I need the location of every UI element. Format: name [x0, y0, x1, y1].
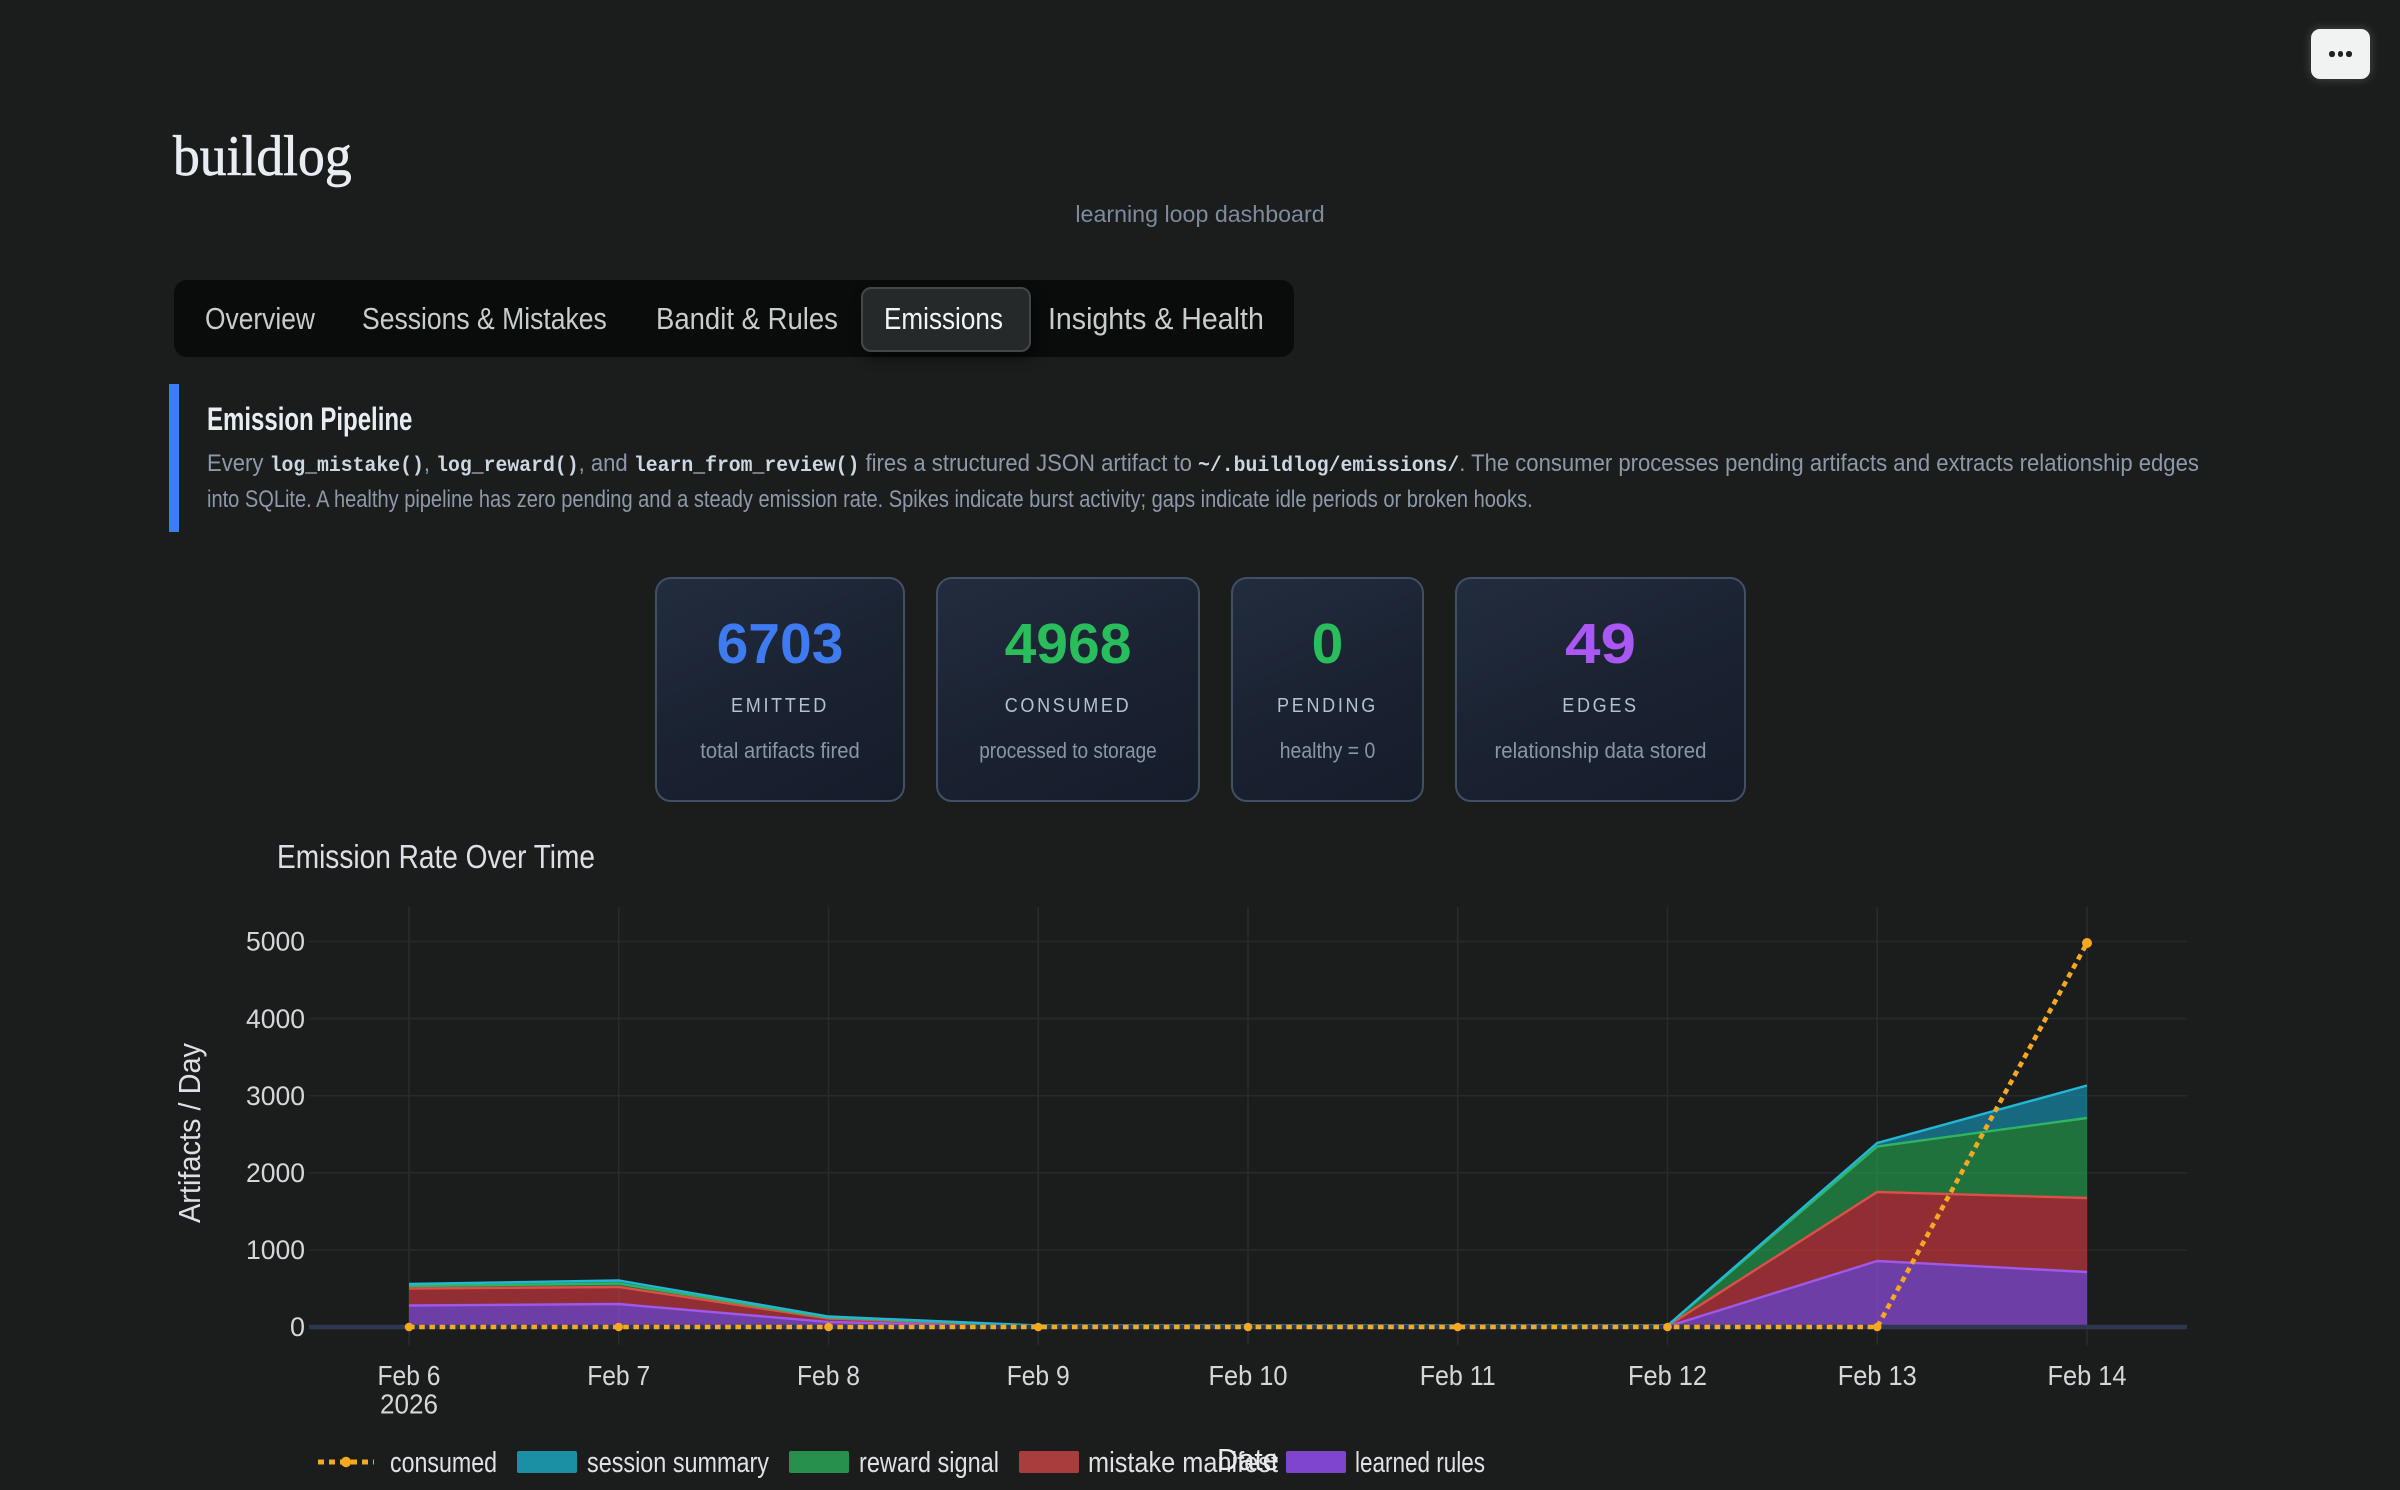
svg-text:Feb 9: Feb 9	[1007, 1360, 1070, 1391]
svg-text:Feb 8: Feb 8	[797, 1360, 860, 1391]
svg-text:consumed: consumed	[390, 1447, 497, 1479]
svg-text:mistake manifest: mistake manifest	[1088, 1447, 1278, 1479]
svg-text:Feb 13: Feb 13	[1838, 1360, 1917, 1391]
svg-text:Feb 10: Feb 10	[1209, 1360, 1288, 1391]
svg-text:Feb 6: Feb 6	[378, 1360, 441, 1391]
svg-text:reward signal: reward signal	[859, 1447, 999, 1479]
svg-text:Artifacts / Day: Artifacts / Day	[172, 1043, 207, 1223]
svg-text:3000: 3000	[246, 1081, 305, 1111]
svg-text:Feb 7: Feb 7	[587, 1360, 650, 1391]
svg-text:learned rules: learned rules	[1355, 1447, 1485, 1479]
svg-text:Feb 12: Feb 12	[1628, 1360, 1707, 1391]
svg-text:Feb 11: Feb 11	[1420, 1360, 1496, 1391]
svg-text:Feb 14: Feb 14	[2048, 1360, 2127, 1391]
svg-text:Date: Date	[1217, 1442, 1279, 1477]
svg-text:Emission Rate Over Time: Emission Rate Over Time	[277, 838, 595, 875]
svg-text:0: 0	[290, 1312, 305, 1342]
svg-text:2000: 2000	[246, 1158, 305, 1188]
svg-text:4000: 4000	[246, 1004, 305, 1034]
svg-text:session summary: session summary	[587, 1447, 769, 1479]
svg-text:1000: 1000	[246, 1235, 305, 1265]
svg-text:5000: 5000	[246, 927, 305, 957]
svg-text:2026: 2026	[380, 1389, 438, 1420]
